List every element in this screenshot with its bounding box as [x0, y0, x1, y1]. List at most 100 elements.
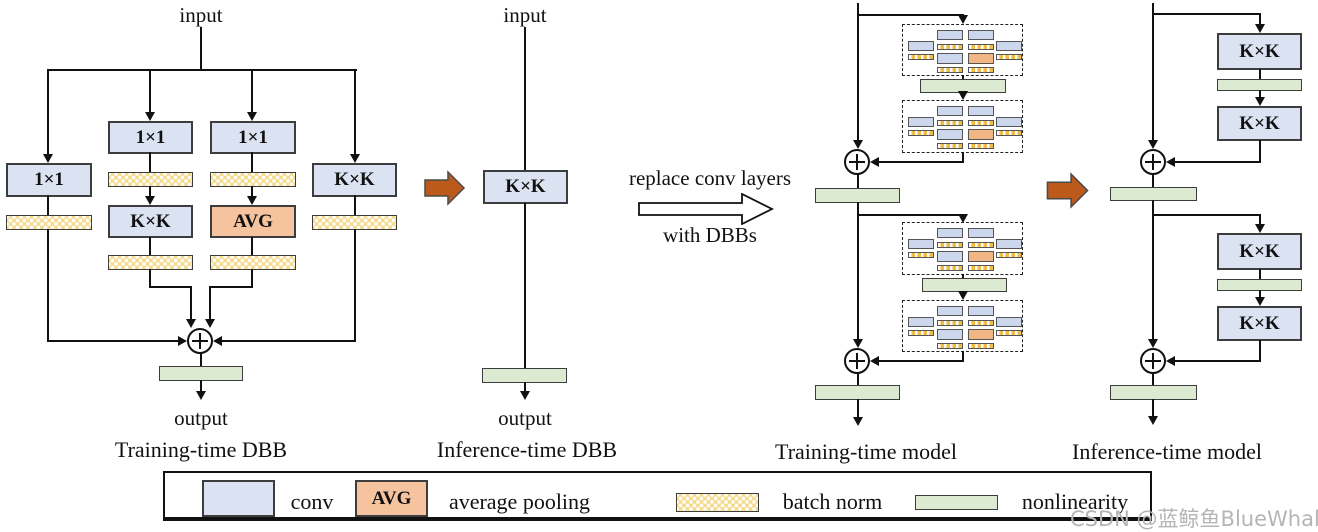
mini-batch-norm-bar — [937, 143, 963, 149]
flow-line — [1259, 214, 1261, 225]
mini-conv-box — [937, 129, 963, 140]
arrowhead-down — [958, 214, 968, 223]
mini-batch-norm-bar — [968, 120, 994, 126]
flow-line — [1152, 174, 1154, 188]
mini-conv-box — [937, 30, 963, 40]
skip-connection-line — [857, 214, 964, 216]
output-label: output — [174, 406, 228, 430]
mini-conv-box — [908, 239, 934, 249]
flow-line — [1259, 13, 1261, 26]
mini-conv-box — [908, 117, 934, 127]
mini-conv-box — [968, 30, 994, 40]
transform-arrow-icon — [424, 170, 466, 206]
batch-norm-bar — [210, 255, 296, 270]
mini-batch-norm-bar — [937, 265, 963, 271]
nonlinearity-bar — [1110, 385, 1197, 400]
flow-line — [962, 75, 964, 80]
dbb-block — [902, 100, 1023, 153]
flow-line — [1259, 140, 1261, 163]
mini-avg-pool-box — [968, 251, 994, 262]
skip-connection-line — [47, 340, 178, 342]
mini-batch-norm-bar — [937, 44, 963, 50]
mini-conv-box — [996, 117, 1022, 127]
transition-text-bottom: with DBBs — [663, 223, 757, 247]
arrowhead-down — [350, 154, 360, 163]
arrowhead-down — [958, 291, 968, 300]
avg-pool-box: AVG — [210, 205, 296, 238]
mini-batch-norm-bar — [937, 320, 963, 326]
mini-batch-norm-bar — [908, 330, 934, 336]
mini-conv-box — [937, 251, 963, 262]
input-label: input — [179, 3, 223, 27]
arrowhead-down — [853, 140, 863, 149]
flow-line — [857, 202, 859, 340]
batch-norm-bar — [108, 255, 193, 270]
mini-batch-norm-bar — [996, 252, 1022, 258]
mini-batch-norm-bar — [968, 343, 994, 349]
flow-line — [1259, 290, 1261, 298]
conv-1x1-box: 1×1 — [6, 163, 92, 197]
mini-conv-box — [937, 306, 963, 316]
mini-avg-pool-box — [968, 129, 994, 140]
arrowhead-left — [870, 157, 879, 167]
arrowhead-down — [1148, 416, 1158, 425]
conv-1x1-box: 1×1 — [210, 121, 296, 154]
flow-line — [149, 286, 192, 288]
mini-batch-norm-bar — [968, 44, 994, 50]
flow-line — [200, 353, 202, 367]
add-node — [844, 348, 870, 374]
flow-line — [1259, 90, 1261, 98]
flow-line — [251, 186, 253, 197]
flow-line — [149, 152, 151, 173]
arrowhead-down — [1148, 140, 1158, 149]
skip-connection-line — [222, 340, 356, 342]
flow-line — [1259, 269, 1261, 280]
arrowhead-down — [1255, 97, 1265, 106]
flow-line — [251, 269, 253, 288]
mini-avg-pool-box — [968, 53, 994, 64]
flow-line — [857, 174, 859, 189]
batch-norm-bar — [108, 172, 193, 187]
arrowhead-down — [853, 339, 863, 348]
skip-connection-line — [47, 229, 49, 342]
flow-line — [879, 161, 964, 163]
skip-connection-line — [354, 229, 356, 342]
mini-conv-box — [937, 106, 963, 116]
flow-line — [857, 3, 859, 141]
flow-line — [47, 195, 49, 216]
mini-conv-box — [968, 306, 994, 316]
conv-kxk-box: K×K — [1217, 306, 1302, 341]
conv-kxk-box: K×K — [1217, 106, 1302, 141]
flow-line — [1175, 360, 1261, 362]
dbb-block — [902, 24, 1023, 76]
flow-line — [857, 399, 859, 418]
flow-line — [1259, 69, 1261, 80]
panel-caption: Training-time DBB — [114, 437, 288, 462]
mini-conv-box — [996, 41, 1022, 51]
panel-caption: Inference-time DBB — [436, 437, 618, 462]
flow-line — [190, 286, 192, 319]
flow-line — [354, 69, 356, 155]
legend-avg-label: average pooling — [448, 489, 591, 514]
mini-batch-norm-bar — [968, 265, 994, 271]
transform-arrow-icon — [1046, 172, 1089, 209]
flow-line — [209, 286, 211, 319]
flow-line — [962, 274, 964, 279]
legend-conv-swatch — [202, 480, 275, 517]
arrowhead-right — [178, 336, 187, 346]
watermark: CSDN @蓝鲸鱼BlueWhale — [1070, 507, 1318, 531]
legend-conv-label: conv — [290, 489, 334, 514]
mini-conv-box — [937, 53, 963, 64]
arrowhead-down — [520, 391, 530, 400]
flow-line — [1152, 3, 1154, 141]
flow-line — [857, 373, 859, 386]
flow-line — [1259, 340, 1261, 362]
transition-text-top: replace conv layers — [628, 166, 792, 190]
flow-line — [200, 380, 202, 392]
arrowhead-left — [1166, 356, 1175, 366]
flow-line — [251, 69, 253, 113]
flow-line — [251, 152, 253, 173]
mini-batch-norm-bar — [937, 120, 963, 126]
